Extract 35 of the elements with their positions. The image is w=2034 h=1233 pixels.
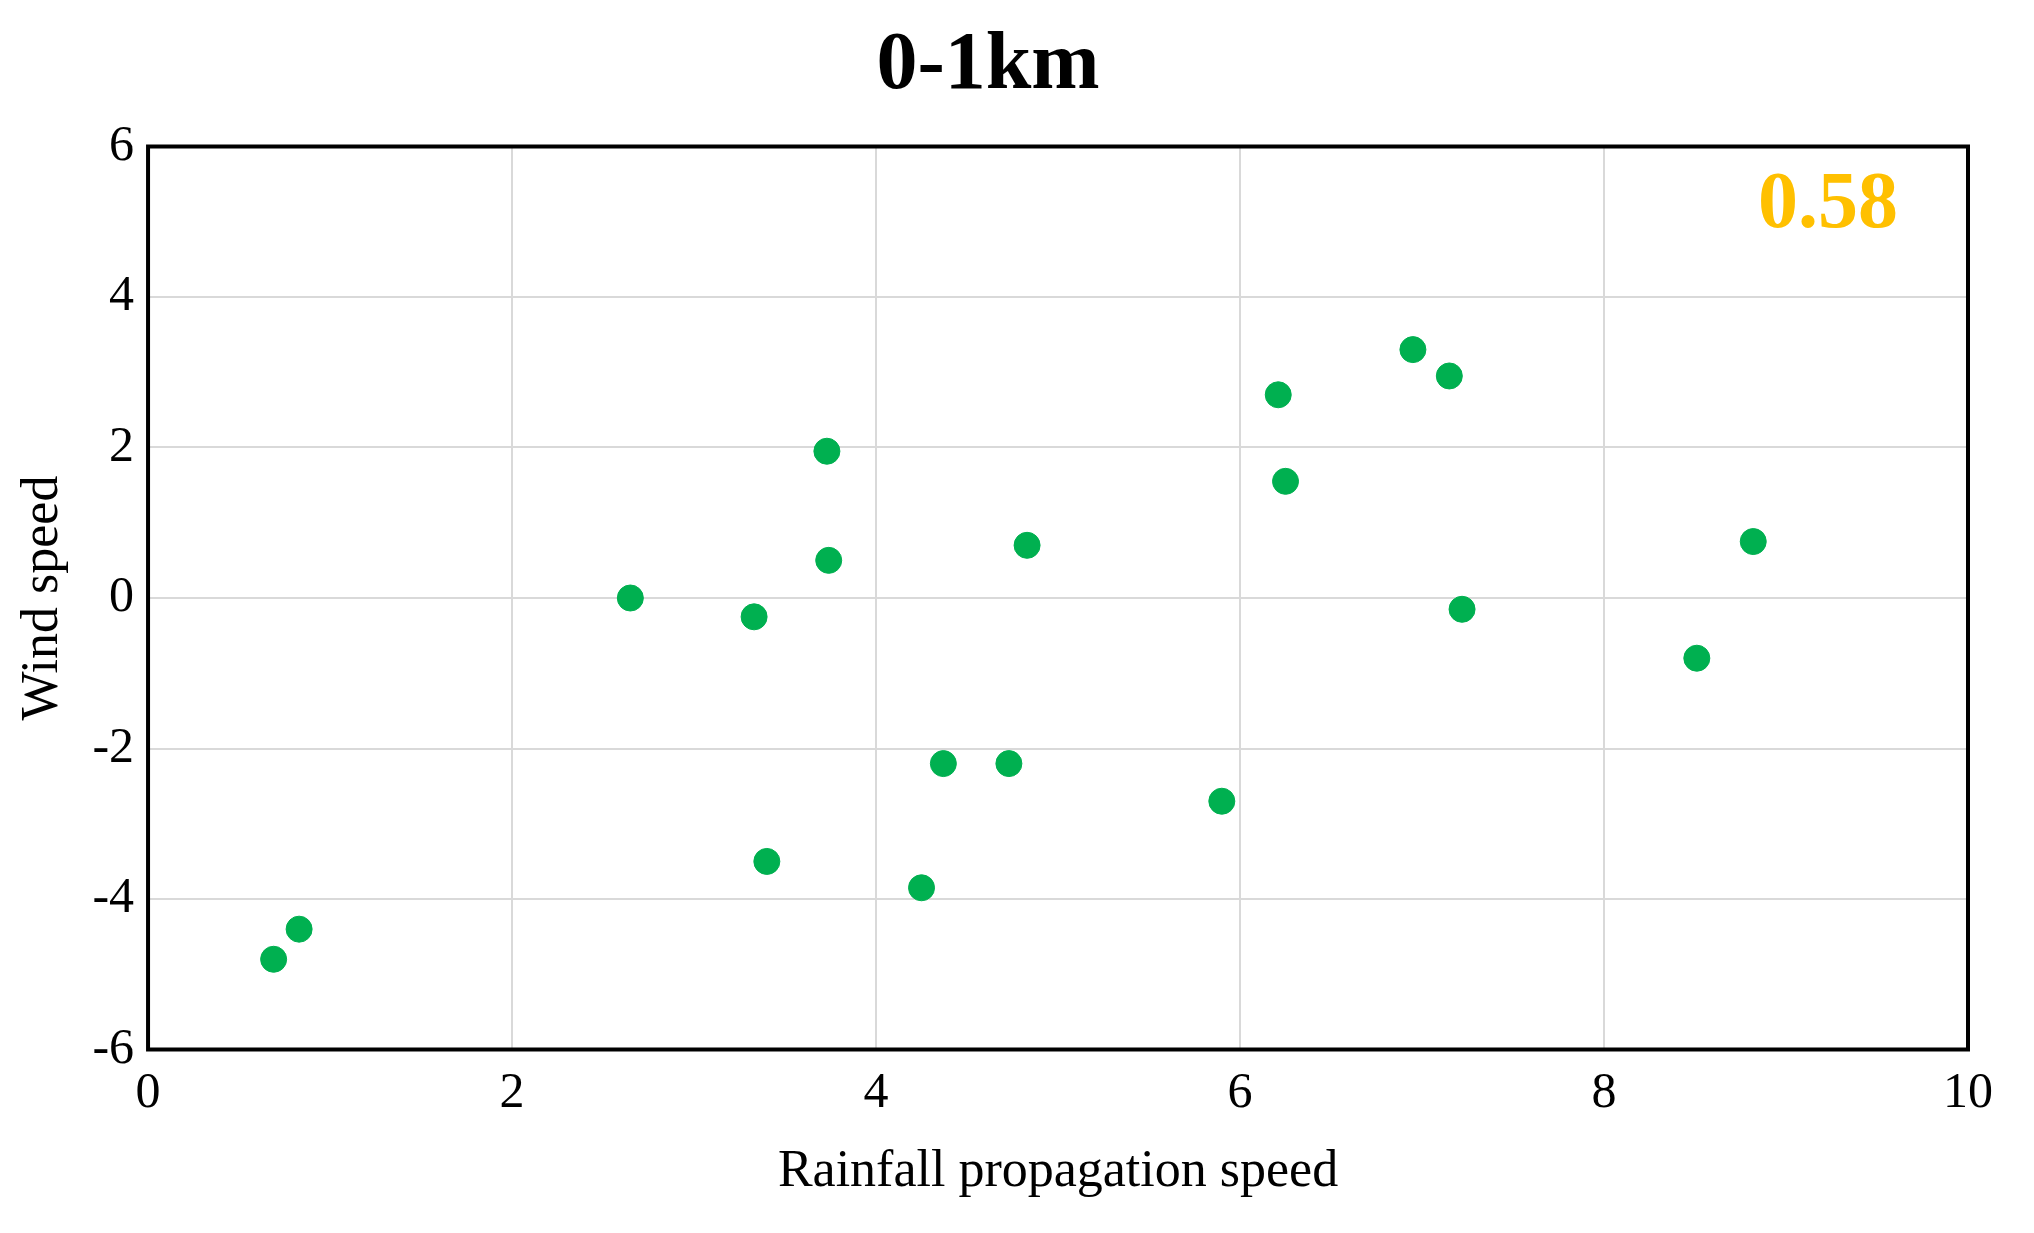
point xyxy=(260,945,288,973)
x-axis-title: Rainfall propagation speed xyxy=(777,1140,1339,1198)
y-tick-label: -2 xyxy=(92,716,135,773)
point xyxy=(740,603,768,631)
point xyxy=(813,437,841,465)
point xyxy=(995,750,1023,778)
y-tick-label: 6 xyxy=(109,114,135,171)
point xyxy=(908,874,936,902)
chart-title: 0-1km xyxy=(876,15,1100,107)
y-tick-label: 0 xyxy=(109,566,135,623)
x-tick-label: 2 xyxy=(499,1061,525,1118)
y-tick-label: 2 xyxy=(109,415,135,472)
point xyxy=(1013,531,1041,559)
point xyxy=(1435,362,1463,390)
x-tick-label: 10 xyxy=(1943,1061,1993,1118)
y-tick-label: -4 xyxy=(92,867,135,924)
point xyxy=(815,546,843,574)
point xyxy=(1272,467,1300,495)
y-axis-title: Wind speed xyxy=(10,475,68,721)
y-tick-label: -6 xyxy=(92,1017,135,1074)
point xyxy=(1739,528,1767,556)
point xyxy=(929,750,957,778)
point xyxy=(616,584,644,612)
x-tick-label: 6 xyxy=(1227,1061,1253,1118)
point xyxy=(753,847,781,875)
point xyxy=(1683,644,1711,672)
y-tick-label: 4 xyxy=(109,265,135,322)
x-tick-label: 8 xyxy=(1591,1061,1617,1118)
annotation: 0.58 xyxy=(1758,156,1898,245)
point xyxy=(1399,336,1427,364)
point xyxy=(1264,381,1292,409)
point xyxy=(1448,595,1476,623)
point xyxy=(285,915,313,943)
point xyxy=(1208,787,1236,815)
x-tick-label: 4 xyxy=(863,1061,889,1118)
